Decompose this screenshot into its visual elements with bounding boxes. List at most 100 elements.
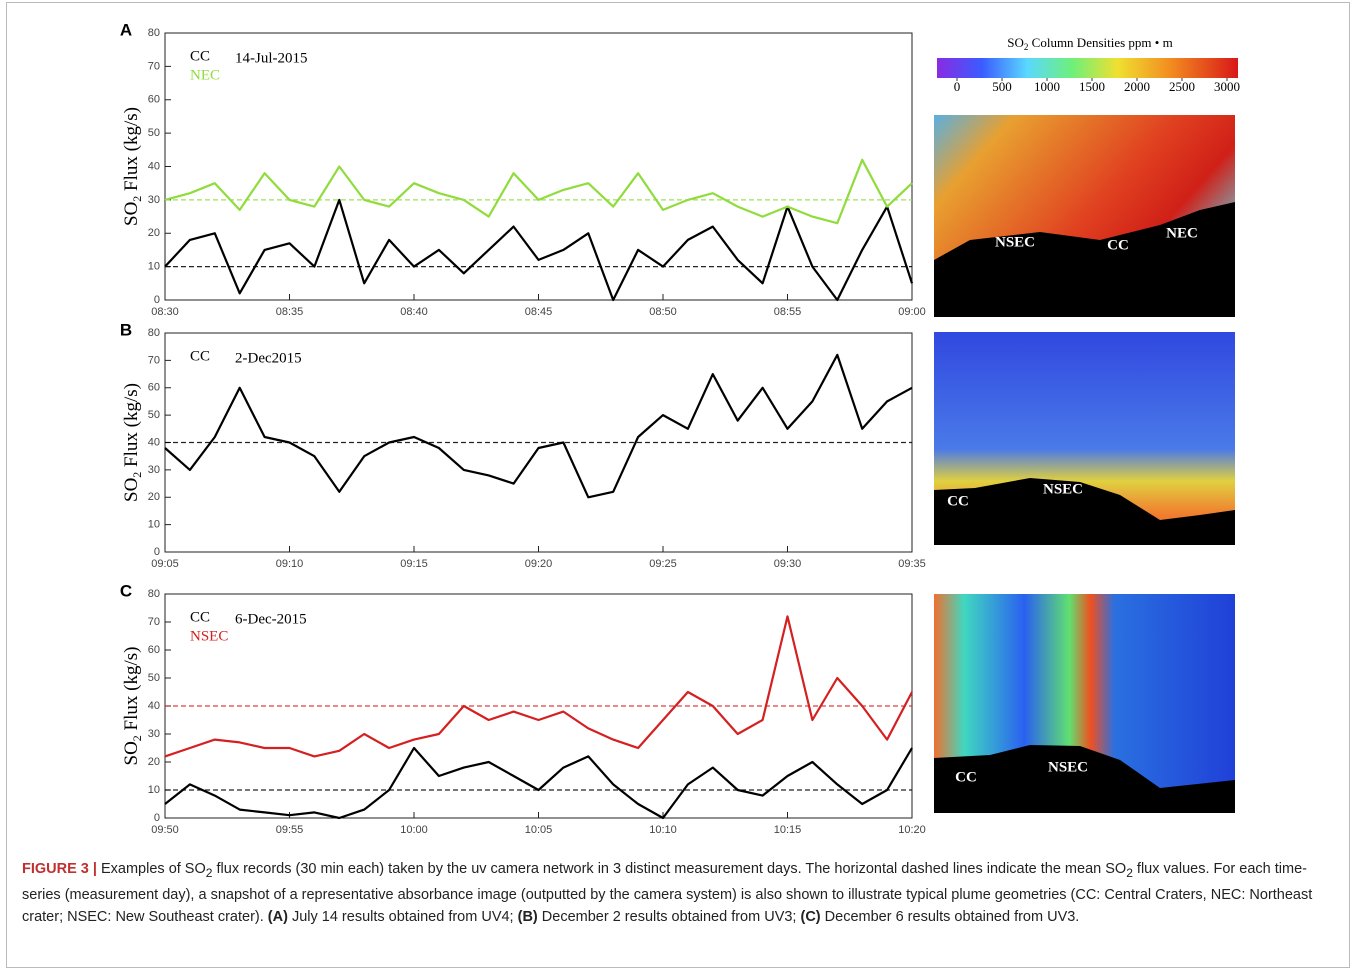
y-axis-label-part: Flux (kg/s): [121, 647, 142, 736]
x-tick-label: 08:40: [400, 306, 428, 318]
x-tick-label: 09:30: [774, 558, 802, 570]
x-tick-label: 10:05: [525, 824, 553, 836]
x-tick-label: 09:15: [400, 558, 428, 570]
y-tick-label: 60: [148, 382, 160, 394]
panel-label: C: [120, 581, 132, 600]
x-tick-label: 09:35: [898, 558, 926, 570]
caption-sub: 2: [205, 865, 213, 880]
colorbar-title: SO2 Column Densities ppm • m: [1007, 35, 1172, 52]
image-label: CC: [955, 769, 977, 785]
caption-label: FIGURE 3 |: [22, 861, 97, 877]
caption-sub: 2: [1126, 865, 1133, 880]
y-tick-label: 80: [148, 588, 160, 600]
series-line: [164, 353, 913, 499]
legend-entry: NEC: [190, 67, 220, 83]
legend-entry: NSEC: [190, 628, 228, 644]
caption-text: December 6 results obtained from UV3.: [820, 908, 1080, 925]
x-tick-label: 09:00: [898, 306, 926, 318]
x-tick-label: 10:10: [649, 824, 677, 836]
x-tick-label: 08:45: [525, 306, 553, 318]
y-axis-label: SO2 Flux (kg/s): [121, 107, 143, 226]
colorbar-tick-label: 3000: [1214, 79, 1240, 94]
y-tick-label: 30: [148, 464, 160, 476]
x-tick-label: 09:25: [649, 558, 677, 570]
series-line: [164, 746, 913, 820]
y-tick-label: 0: [154, 294, 160, 306]
colorbar-tick-label: 2500: [1169, 79, 1195, 94]
y-tick-label: 10: [148, 261, 160, 273]
y-tick-label: 50: [148, 409, 160, 421]
y-axis-label-part: SO: [121, 202, 142, 226]
image-label: NSEC: [1043, 481, 1083, 497]
y-tick-label: 30: [148, 194, 160, 206]
colorbar-tick-label: 2000: [1124, 79, 1150, 94]
caption-text: flux records (30 min each) taken by the …: [212, 861, 1127, 877]
annotation: 6-Dec-2015: [235, 611, 307, 627]
colorbar-tick-label: 0: [954, 79, 961, 94]
caption-text: July 14 results obtained from UV4;: [287, 908, 514, 925]
caption-text: December 2 results obtained from UV3;: [537, 908, 797, 925]
caption-text: Examples of SO: [96, 861, 206, 877]
y-tick-label: 20: [148, 491, 160, 503]
x-tick-label: 10:00: [400, 824, 428, 836]
y-tick-label: 50: [148, 672, 160, 684]
y-tick-label: 20: [148, 227, 160, 239]
caption: FIGURE 3 | Examples of SO2 flux records …: [22, 858, 1332, 928]
y-tick-label: 10: [148, 784, 160, 796]
legend-entry: CC: [190, 348, 210, 364]
terrain: [934, 202, 1235, 317]
caption-ref: (B): [513, 908, 538, 925]
terrain: [934, 478, 1235, 545]
y-tick-label: 70: [148, 616, 160, 628]
y-axis-label: SO2 Flux (kg/s): [121, 383, 143, 502]
annotation: 2-Dec2015: [235, 350, 302, 366]
colorbar: [937, 58, 1238, 78]
x-tick-label: 09:20: [525, 558, 553, 570]
x-tick-label: 08:30: [151, 306, 179, 318]
y-tick-label: 70: [148, 354, 160, 366]
panel-label: A: [120, 20, 132, 39]
image-label: NSEC: [995, 234, 1035, 250]
legend-entry: CC: [190, 48, 210, 64]
x-tick-label: 10:15: [774, 824, 802, 836]
image-label: NSEC: [1048, 759, 1088, 775]
y-axis-label-part: 2: [130, 196, 144, 202]
y-tick-label: 60: [148, 94, 160, 106]
x-tick-label: 08:50: [649, 306, 677, 318]
x-tick-label: 10:20: [898, 824, 926, 836]
x-tick-label: 09:05: [151, 558, 179, 570]
y-tick-label: 80: [148, 27, 160, 39]
y-tick-label: 20: [148, 756, 160, 768]
x-tick-label: 08:35: [276, 306, 304, 318]
x-tick-label: 09:10: [276, 558, 304, 570]
colorbar-tick-label: 1500: [1079, 79, 1105, 94]
colorbar-tick-label: 500: [992, 79, 1012, 94]
y-axis-label-part: SO: [121, 478, 142, 502]
frame: [6, 2, 1350, 968]
y-tick-label: 30: [148, 728, 160, 740]
series-line: [164, 198, 914, 302]
caption-ref: (A): [263, 908, 288, 925]
image-label: CC: [1107, 237, 1129, 253]
legend-entry: CC: [190, 609, 210, 625]
y-axis-label-part: Flux (kg/s): [121, 383, 142, 472]
caption-ref: (C): [796, 908, 821, 925]
y-tick-label: 60: [148, 644, 160, 656]
caption-text: flux values. For each time-series (measu…: [22, 861, 1313, 925]
y-axis-label-part: Flux (kg/s): [121, 107, 142, 196]
y-axis-label-part: SO: [121, 741, 142, 765]
y-axis-label-part: 2: [130, 472, 144, 478]
image-label: NEC: [1166, 225, 1198, 241]
charts: SO2 Column Densities ppm • m A0102030405…: [120, 20, 1240, 836]
x-tick-label: 08:55: [774, 306, 802, 318]
y-tick-label: 10: [148, 519, 160, 531]
panel-label: B: [120, 320, 132, 339]
image-label: CC: [947, 493, 969, 509]
y-axis-label-part: 2: [130, 735, 144, 741]
series-line: [164, 158, 913, 225]
y-tick-label: 80: [148, 327, 160, 339]
y-tick-label: 50: [148, 127, 160, 139]
y-tick-label: 0: [154, 812, 160, 824]
colorbar-tick-label: 1000: [1034, 79, 1060, 94]
